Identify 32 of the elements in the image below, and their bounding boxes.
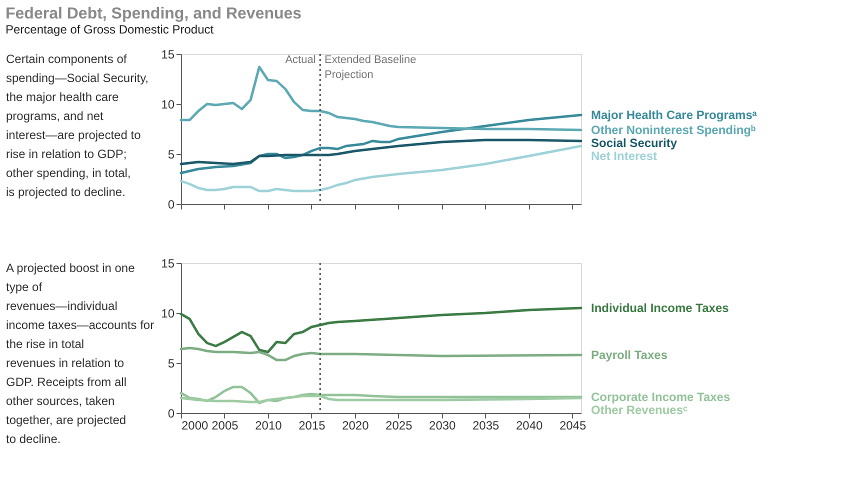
x-tick-label: 2025 <box>386 418 413 432</box>
x-tick-label: 2030 <box>429 418 456 432</box>
y-tick-label: 0 <box>168 406 175 420</box>
x-tick-label: 2045 <box>559 418 586 432</box>
y-tick-label: 15 <box>161 48 175 62</box>
y-tick-label: 5 <box>168 148 175 162</box>
y-tick-label: 0 <box>168 198 175 212</box>
x-tick-label: 2000 <box>182 418 209 432</box>
y-tick-label: 10 <box>161 306 175 320</box>
series-label: Major Health Care Programsᵃ <box>591 108 758 122</box>
series-label: Payroll Taxes <box>591 348 668 362</box>
annotation: Extended Baseline Projection <box>324 54 416 81</box>
series-label: Other Noninterest Spendingᵇ <box>591 123 756 137</box>
series-label: Other Revenuesᶜ <box>591 403 688 417</box>
series-label: Corporate Income Taxes <box>591 390 730 404</box>
x-tick-label: 2035 <box>472 418 500 432</box>
series-label: Individual Income Taxes <box>591 301 730 315</box>
x-tick-label: 2015 <box>298 418 326 432</box>
text: A projected boost in one type of revenues—individual income taxes—accounts for the rise in total revenues in relation to GDP. Receipts from all other sources, taken together, are projected to decline. <box>6 261 154 446</box>
x-tick-label: 2040 <box>516 418 543 432</box>
chart-title: Federal Debt, Spending, and Revenues <box>6 6 302 22</box>
y-tick-label: 5 <box>168 356 175 370</box>
y-tick-label: 10 <box>161 98 175 112</box>
annotation: Actual <box>285 54 316 66</box>
text: Certain components of spending—Social Security, the major health care programs, and net interest—are projected to rise in relation to GDP; other spending, in total, is projected to decline. <box>6 52 149 199</box>
x-tick-label: 2005 <box>212 418 239 432</box>
series-label: Net Interest <box>591 149 658 163</box>
x-tick-label: 2020 <box>342 418 370 432</box>
series-label: Social Security <box>591 136 678 150</box>
x-tick-label: 2010 <box>255 418 282 432</box>
chart-subtitle: Percentage of Gross Domestic Product <box>6 22 214 36</box>
y-tick-label: 15 <box>161 256 175 270</box>
